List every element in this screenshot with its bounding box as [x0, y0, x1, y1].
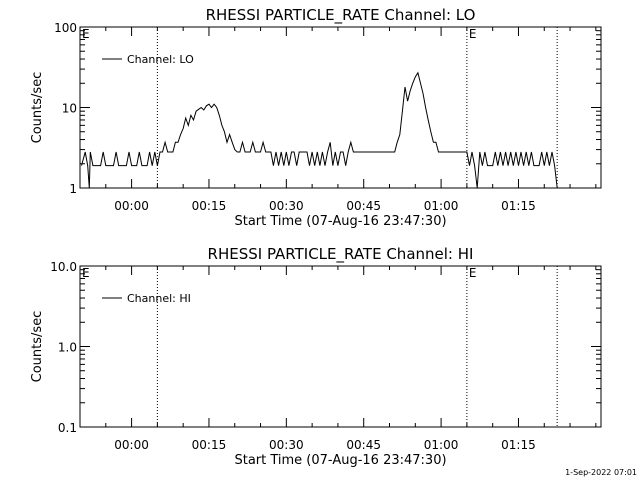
chart1-x-tick-label: 00:30 — [269, 199, 304, 213]
chart1-title: RHESSI PARTICLE_RATE Channel: LO — [206, 6, 476, 25]
chart2-event-marker-label: E — [469, 266, 477, 280]
chart2-y-tick-label: 1.0 — [58, 341, 77, 355]
chart1-event-marker-label: E — [469, 27, 477, 41]
chart2-x-axis-label: Start Time (07-Aug-16 23:47:30) — [234, 453, 446, 468]
chart1-x-tick-label: 00:15 — [192, 199, 227, 213]
chart2-x-tick-label: 00:45 — [346, 438, 381, 452]
chart2-y-tick-label: 0.1 — [58, 421, 77, 435]
chart1-x-tick-label: 01:00 — [424, 199, 459, 213]
chart2-title: RHESSI PARTICLE_RATE Channel: HI — [208, 245, 474, 264]
chart1-x-tick-label: 01:15 — [501, 199, 536, 213]
chart2-y-axis-label: Counts/sec — [30, 311, 45, 383]
footer-timestamp: 1-Sep-2022 07:01 — [565, 468, 637, 477]
chart2-x-tick-label: 01:00 — [424, 438, 459, 452]
chart2-x-tick-label: 01:15 — [501, 438, 536, 452]
chart1-y-tick-label: 10 — [62, 102, 77, 116]
chart1-legend-label: Channel: LO — [127, 53, 194, 66]
chart1-event-marker-label: E — [82, 27, 90, 41]
chart1-y-axis-label: Counts/sec — [30, 72, 45, 144]
chart2-x-tick-label: 00:15 — [192, 438, 227, 452]
chart2-x-tick-label: 00:00 — [114, 438, 149, 452]
chart1-x-tick-label: 00:00 — [114, 199, 149, 213]
chart2-x-tick-label: 00:30 — [269, 438, 304, 452]
chart1-x-tick-label: 00:45 — [346, 199, 381, 213]
chart2-plot-frame — [79, 265, 602, 428]
chart2-legend-label: Channel: HI — [127, 292, 191, 305]
chart2-event-marker-label: E — [82, 266, 90, 280]
chart1-y-tick-label: 100 — [54, 21, 77, 35]
chart1-y-tick-label: 1 — [69, 182, 77, 196]
chart1-series-line — [81, 71, 558, 189]
chart2-y-tick-label: 10.0 — [50, 260, 77, 274]
chart1-x-axis-label: Start Time (07-Aug-16 23:47:30) — [234, 214, 446, 229]
